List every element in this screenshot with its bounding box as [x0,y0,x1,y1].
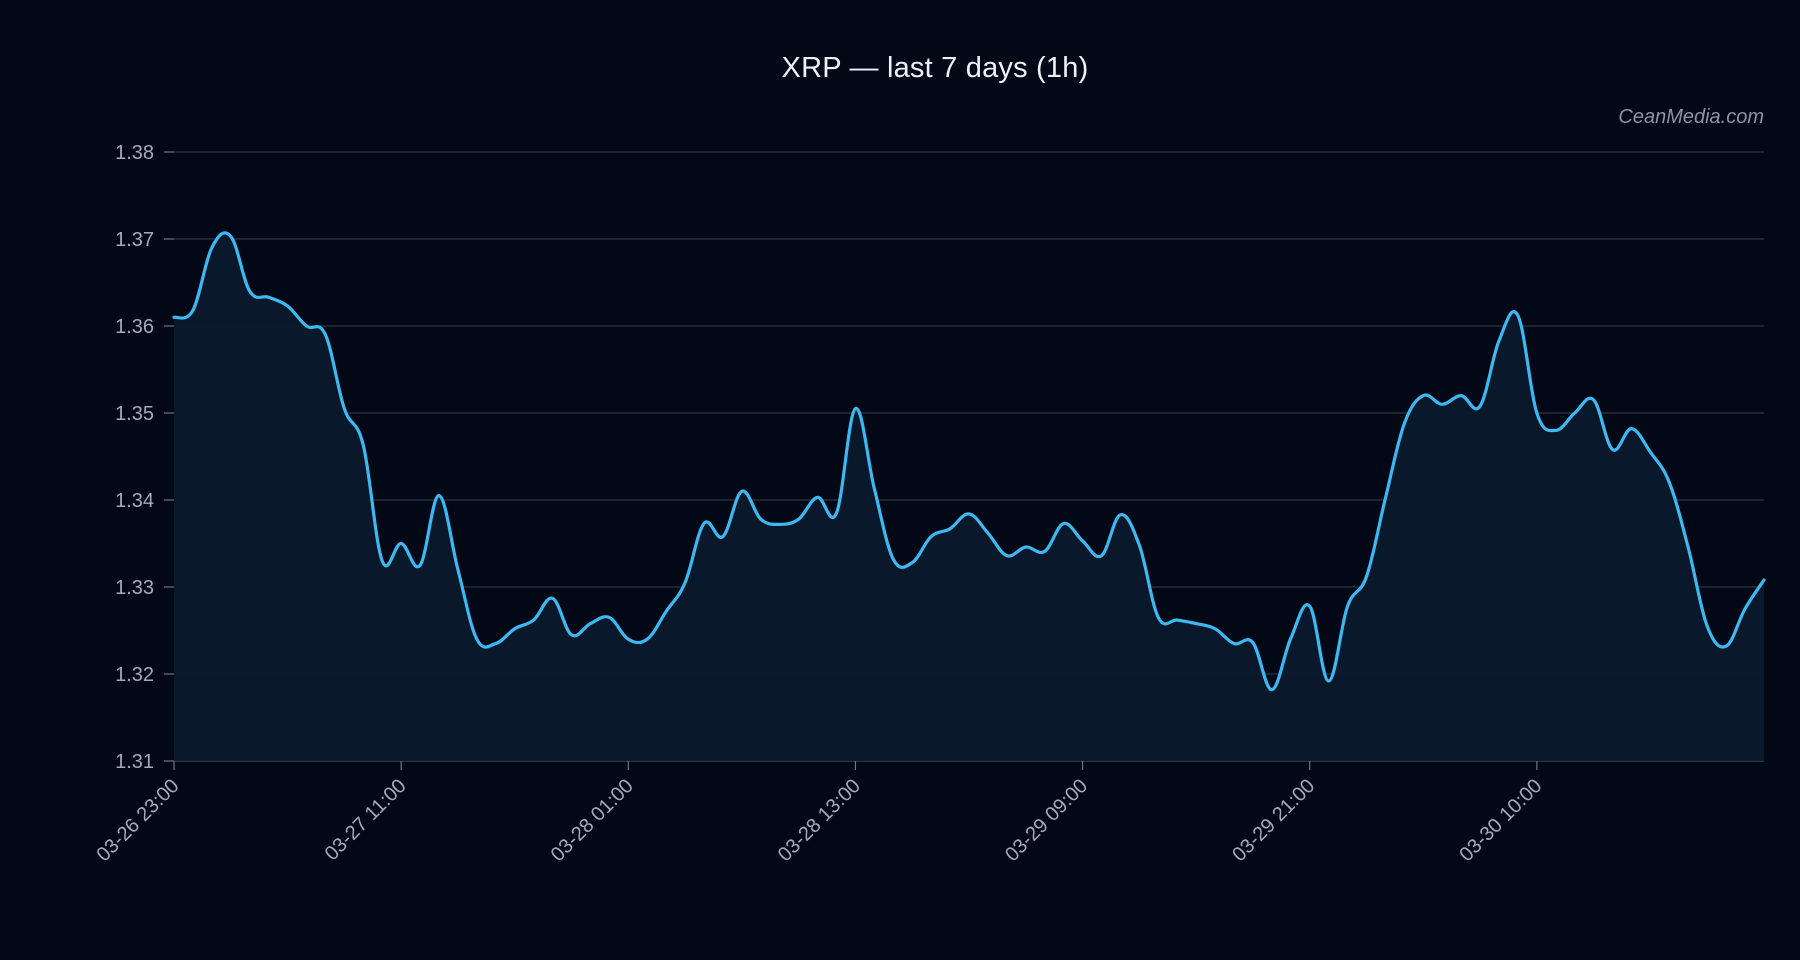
y-tick-label: 1.31 [115,751,154,773]
price-area [174,232,1764,761]
y-tick-label: 1.38 [115,142,154,164]
x-tick-label: 03-28 01:00 [547,775,638,866]
price-line [172,231,1766,692]
x-tick-label: 03-29 21:00 [1228,775,1319,866]
x-tick-label: 03-29 09:00 [1001,775,1092,866]
chart-title: XRP — last 7 days (1h) [781,52,1089,84]
y-tick-label: 1.37 [115,229,154,251]
watermark: CeanMedia.com [1618,106,1764,128]
ytick-layer: 1.31 1.32 1.33 1.34 1.35 1.36 1.37 1.38 [115,142,174,773]
x-tick-label: 03-26 23:00 [92,775,183,866]
y-tick-label: 1.32 [115,664,154,686]
xtick-layer: 03-26 23:00 03-27 11:00 03-28 01:00 03-28 1… [92,761,1546,866]
x-tick-label: 03-28 13:00 [774,775,865,866]
y-tick-label: 1.33 [115,577,154,599]
y-tick-label: 1.34 [115,490,154,512]
y-tick-label: 1.35 [115,403,154,425]
y-tick-label: 1.36 [115,316,154,338]
x-tick-label: 03-27 11:00 [321,775,411,865]
x-tick-label: 03-30 10:00 [1455,775,1546,866]
